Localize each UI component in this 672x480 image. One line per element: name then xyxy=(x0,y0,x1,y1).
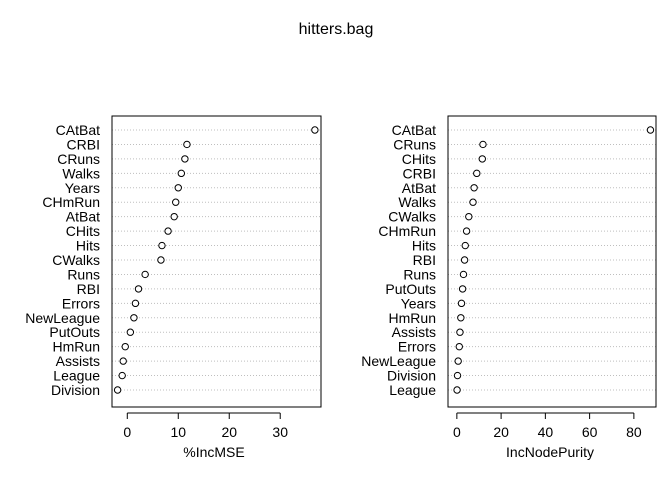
point-marker xyxy=(311,126,319,134)
row-label: AtBat xyxy=(402,180,436,196)
panel-1: CAtBatCRBICRunsWalksYearsCHmRunAtBatCHit… xyxy=(25,115,322,460)
row-label: Years xyxy=(65,180,100,196)
row-label: Division xyxy=(51,382,100,398)
row-label: NewLeague xyxy=(361,353,436,369)
row-label: CHits xyxy=(66,223,100,239)
point-marker xyxy=(454,357,462,365)
point-marker xyxy=(465,212,473,221)
row-label: CRBI xyxy=(67,136,100,152)
panel-2: CAtBatCRunsCHitsCRBIAtBatWalksCWalksCHmR… xyxy=(361,115,657,460)
row-label: CWalks xyxy=(52,252,100,268)
point-marker xyxy=(457,299,466,308)
row-label: RBI xyxy=(77,281,100,297)
row-label: HmRun xyxy=(53,339,100,355)
row-label: NewLeague xyxy=(25,310,100,326)
row-label: CWalks xyxy=(388,209,436,225)
row-label: Division xyxy=(387,368,436,384)
point-marker xyxy=(118,371,126,380)
point-marker xyxy=(131,299,140,308)
point-marker xyxy=(453,386,461,394)
row-label: CHits xyxy=(402,151,436,167)
point-marker xyxy=(461,241,469,250)
point-marker xyxy=(183,140,191,149)
point-marker xyxy=(181,155,189,163)
x-tick-label: 60 xyxy=(582,424,598,440)
point-marker xyxy=(119,357,127,365)
row-label: Errors xyxy=(62,295,100,311)
plot-frame xyxy=(111,115,322,408)
point-marker xyxy=(479,140,487,149)
row-label: Assists xyxy=(56,353,100,369)
x-tick-label: 20 xyxy=(493,424,509,440)
x-tick-label: 30 xyxy=(272,424,288,440)
x-axis-label: %IncMSE xyxy=(183,444,244,460)
point-marker xyxy=(177,169,186,178)
row-label: PutOuts xyxy=(385,281,436,297)
row-label: Runs xyxy=(403,266,436,282)
x-tick-label: 0 xyxy=(123,424,131,440)
row-label: CHmRun xyxy=(378,223,436,239)
row-label: League xyxy=(389,382,436,398)
point-marker xyxy=(126,328,135,336)
row-label: CAtBat xyxy=(56,122,100,138)
point-marker xyxy=(113,386,122,394)
row-label: PutOuts xyxy=(49,324,100,340)
point-marker xyxy=(646,126,655,134)
point-marker xyxy=(455,342,463,351)
point-marker xyxy=(170,212,178,221)
point-marker xyxy=(134,285,143,293)
x-tick-label: 20 xyxy=(221,424,237,440)
point-marker xyxy=(453,371,462,380)
point-marker xyxy=(462,227,471,235)
x-tick-label: 10 xyxy=(170,424,186,440)
point-marker xyxy=(121,342,129,351)
row-label: Errors xyxy=(398,339,436,355)
row-label: Walks xyxy=(62,165,100,181)
row-label: Assists xyxy=(392,324,436,340)
row-label: AtBat xyxy=(66,209,100,225)
row-label: CRuns xyxy=(393,136,436,152)
row-label: CRBI xyxy=(403,165,436,181)
point-marker xyxy=(158,241,166,250)
row-label: CAtBat xyxy=(392,122,436,138)
figure-title: hitters.bag xyxy=(299,21,374,38)
point-marker xyxy=(141,270,149,279)
point-marker xyxy=(457,314,465,322)
point-marker xyxy=(130,314,138,322)
point-marker xyxy=(478,155,486,163)
row-label: Hits xyxy=(412,238,436,254)
row-label: Hits xyxy=(76,238,100,254)
point-marker xyxy=(459,270,468,279)
point-marker xyxy=(458,285,467,293)
point-marker xyxy=(157,256,165,264)
x-axis-label: IncNodePurity xyxy=(506,444,594,460)
row-label: CRuns xyxy=(57,151,100,167)
row-label: Runs xyxy=(67,266,100,282)
x-tick-label: 80 xyxy=(626,424,642,440)
point-marker xyxy=(174,184,182,192)
plot-frame xyxy=(447,115,657,408)
x-tick-label: 0 xyxy=(453,424,461,440)
point-marker xyxy=(456,328,464,336)
x-tick-label: 40 xyxy=(538,424,554,440)
row-label: HmRun xyxy=(389,310,436,326)
point-marker xyxy=(172,198,180,206)
point-marker xyxy=(460,256,469,264)
row-label: League xyxy=(53,368,100,384)
point-marker xyxy=(473,169,481,178)
row-label: RBI xyxy=(413,252,436,268)
point-marker xyxy=(470,184,478,192)
row-label: CHmRun xyxy=(42,194,100,210)
row-label: Walks xyxy=(398,194,436,210)
point-marker xyxy=(164,227,172,235)
point-marker xyxy=(469,198,477,206)
row-label: Years xyxy=(401,295,436,311)
